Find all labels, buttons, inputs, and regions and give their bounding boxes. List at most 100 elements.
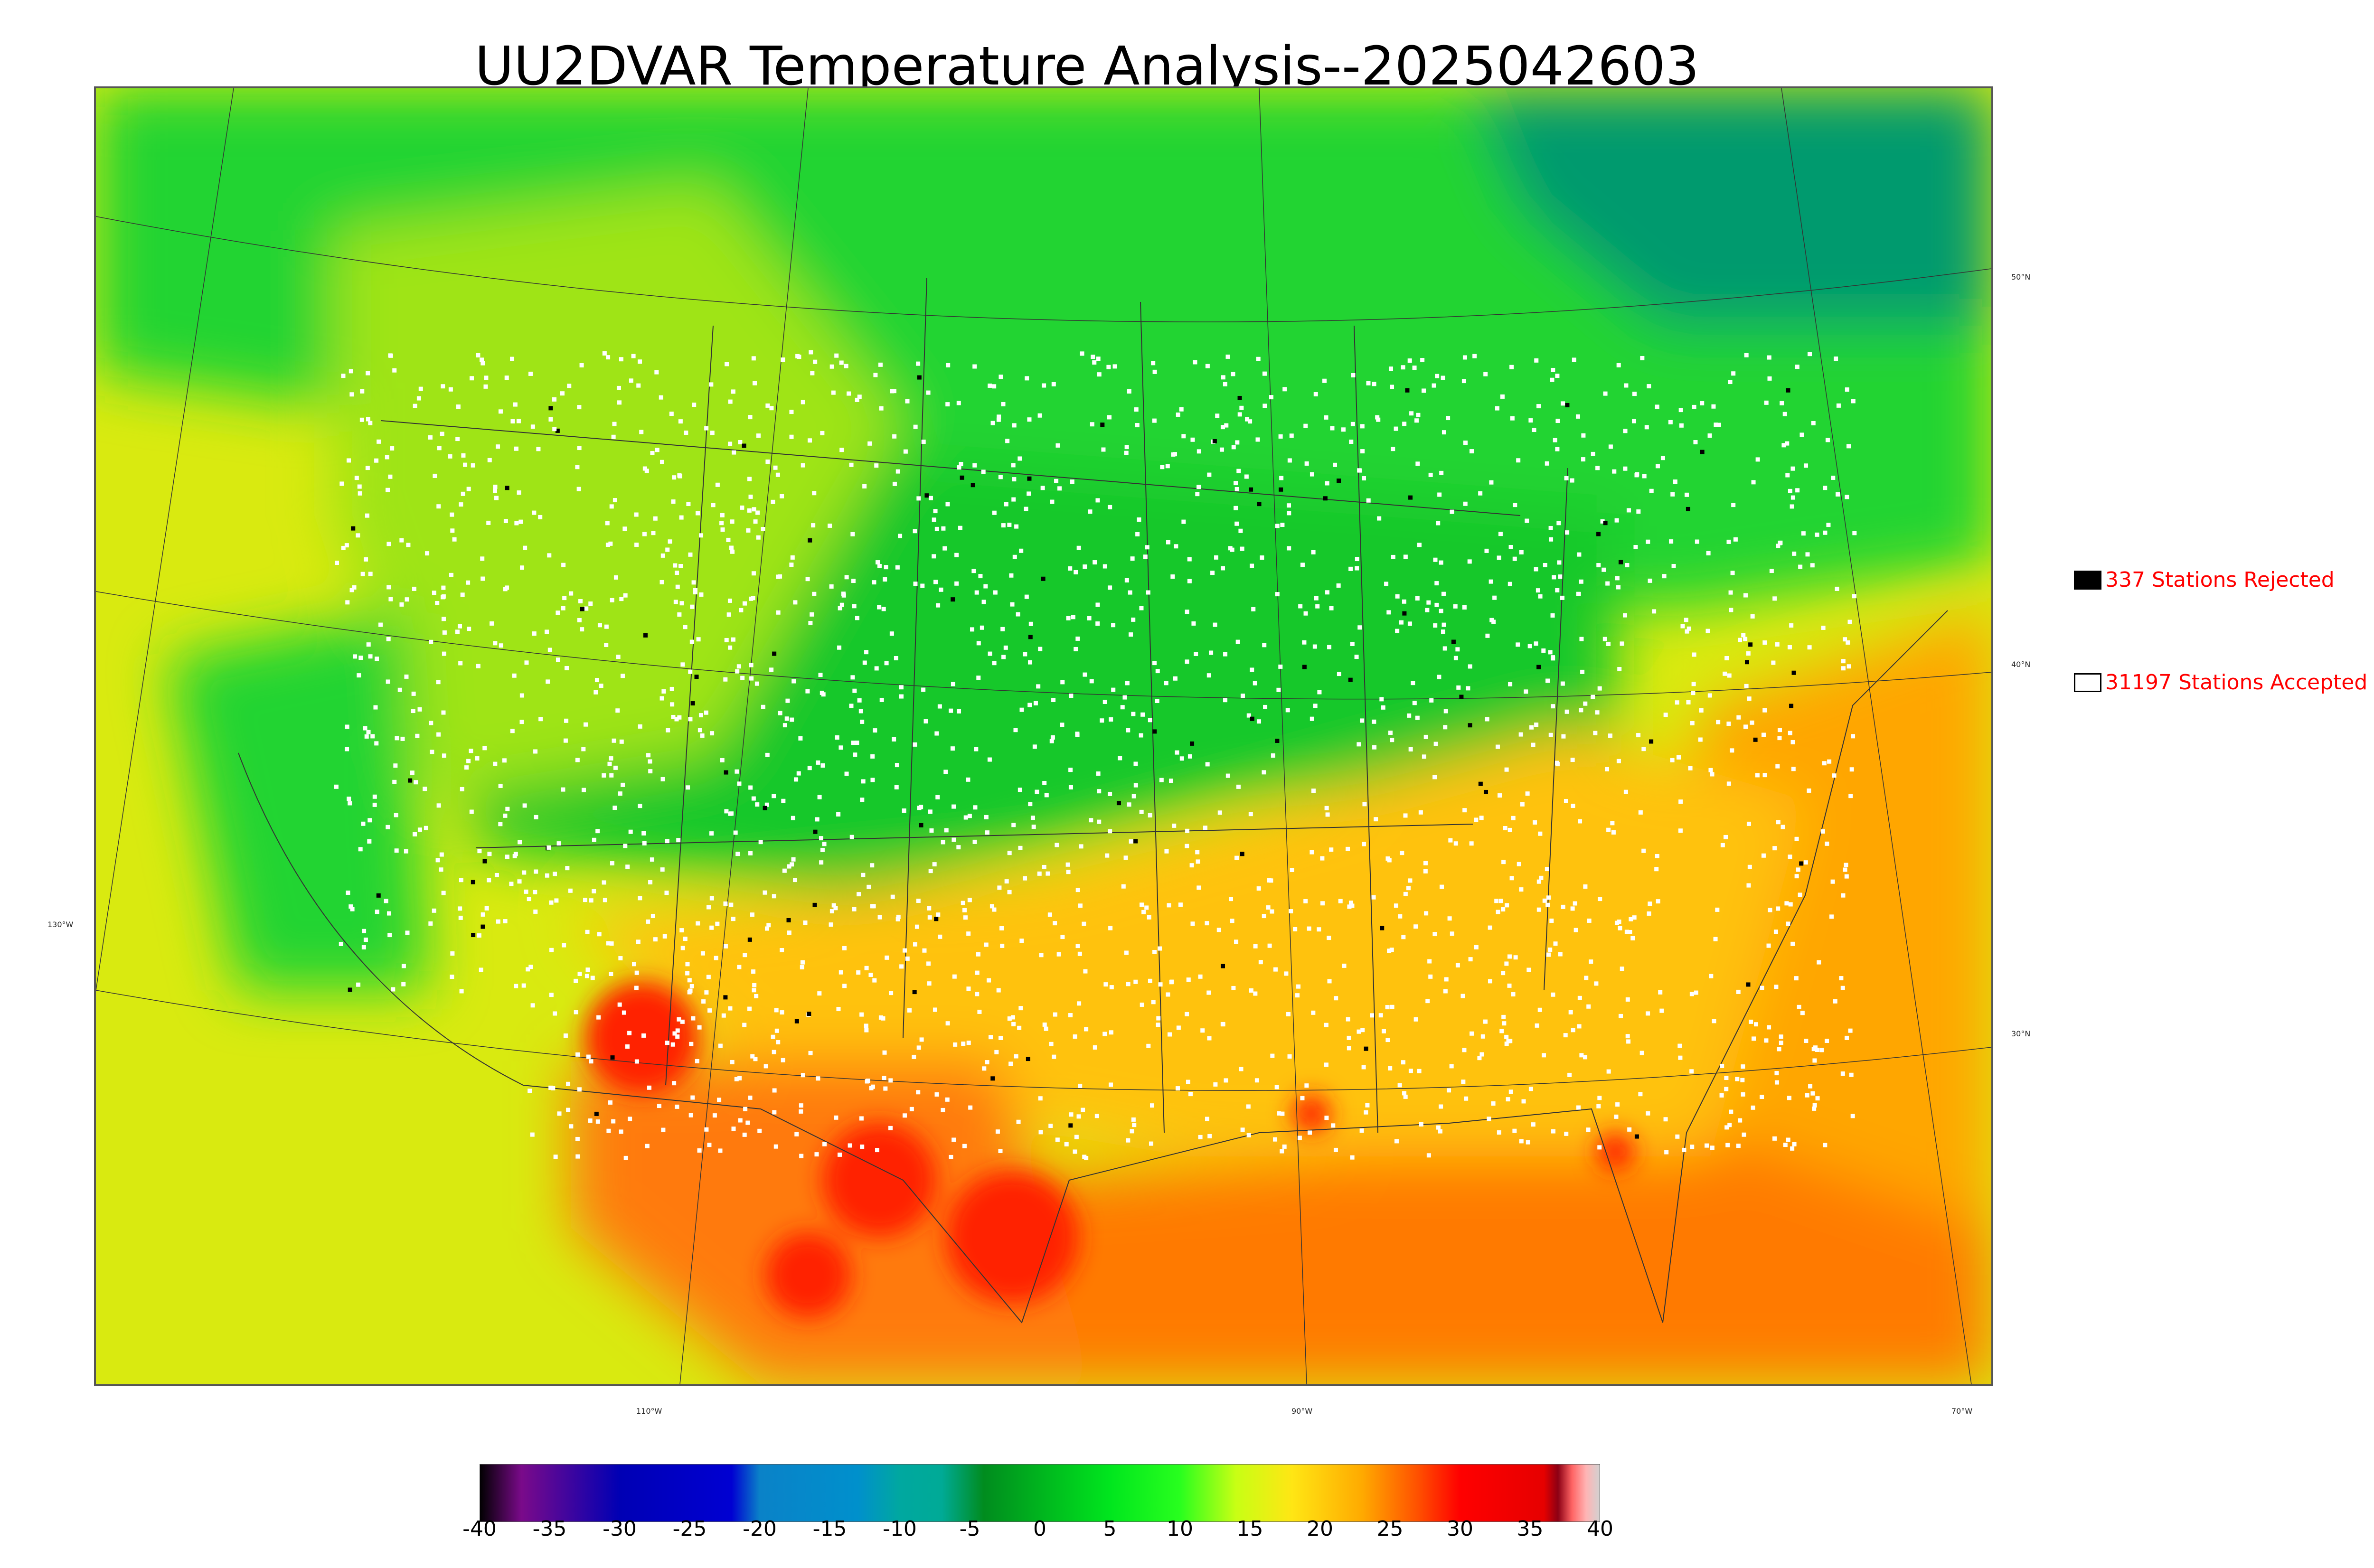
station-accepted [1836,403,1841,408]
station-accepted [392,368,397,373]
station-accepted [1297,1136,1302,1140]
station-accepted [1767,376,1772,381]
station-accepted [1230,919,1234,923]
station-accepted [1743,637,1748,641]
station-accepted [1137,517,1141,522]
station-accepted [1648,578,1652,583]
station-accepted [1415,596,1420,601]
station-accepted [1052,1054,1056,1059]
station-accepted [1357,468,1362,473]
station-accepted [923,719,928,723]
station-accepted [999,926,1004,930]
station-accepted [1508,545,1513,549]
station-accepted [829,584,834,589]
station-accepted [1024,507,1028,511]
station-accepted [360,389,365,394]
station-rejected [1257,502,1262,507]
station-accepted [1156,1023,1160,1027]
station-accepted [1038,647,1043,651]
station-accepted [619,597,624,601]
station-accepted [367,839,372,844]
station-accepted [442,630,447,635]
station-accepted [883,577,887,582]
station-accepted [1741,1064,1745,1069]
station-accepted [416,396,421,401]
station-accepted [1480,1034,1485,1039]
station-accepted [926,390,931,395]
station-accepted [790,862,794,867]
station-accepted [1815,1096,1820,1101]
station-accepted [1798,564,1803,569]
station-accepted [592,837,596,842]
station-accepted [514,446,518,451]
station-accepted [671,499,676,504]
station-accepted [549,900,554,905]
station-accepted [1435,374,1440,378]
station-accepted [1124,578,1129,582]
station-accepted [519,720,524,724]
station-accepted [1441,592,1446,596]
station-accepted [1082,1155,1087,1159]
station-accepted [374,458,379,463]
station-accepted [638,724,642,729]
station-accepted [450,975,454,979]
station-accepted [1185,610,1189,614]
station-accepted [1255,437,1260,442]
station-accepted [579,363,584,367]
station-accepted [1516,458,1521,463]
station-accepted [1327,936,1331,940]
station-accepted [882,1076,886,1080]
station-accepted [1509,876,1514,881]
station-accepted [928,869,933,873]
station-accepted [1395,594,1400,599]
station-accepted [1152,418,1157,423]
station-accepted [1678,408,1683,413]
station-accepted [1426,600,1431,605]
station-accepted [769,667,774,672]
station-accepted [1439,470,1444,475]
station-accepted [1139,606,1144,610]
station-accepted [1677,1043,1682,1048]
station-accepted [799,1109,803,1114]
station-accepted [622,1010,626,1015]
station-accepted [362,929,367,933]
station-accepted [896,914,901,919]
station-accepted [1012,477,1017,482]
station-accepted [533,890,537,894]
station-accepted [645,1144,650,1148]
station-accepted [945,402,950,407]
station-accepted [561,563,566,567]
station-accepted [1303,899,1308,903]
station-accepted [575,1136,580,1141]
station-accepted [1060,723,1065,727]
station-accepted [756,535,761,540]
station-accepted [1468,664,1472,669]
station-accepted [518,519,523,524]
station-accepted [974,590,979,595]
station-accepted [1823,1143,1828,1147]
station-accepted [987,978,991,983]
station-accepted [545,629,549,634]
station-accepted [1349,440,1354,444]
station-accepted [1494,899,1499,903]
station-accepted [921,440,926,444]
station-accepted [596,1015,601,1020]
station-accepted [946,363,951,367]
station-accepted [1446,416,1451,421]
station-accepted [346,890,350,895]
station-accepted [1548,732,1553,737]
station-rejected [1686,507,1690,511]
station-accepted [1760,986,1764,990]
station-accepted [1558,952,1563,957]
station-accepted [648,769,653,774]
station-accepted [1027,491,1031,496]
station-accepted [1844,874,1849,879]
station-accepted [513,402,518,407]
station-accepted [1767,355,1771,360]
station-accepted [660,867,665,872]
station-accepted [1037,871,1042,876]
station-accepted [1546,952,1551,957]
station-accepted [1146,1043,1151,1048]
station-accepted [726,537,731,542]
station-accepted [1394,903,1398,908]
